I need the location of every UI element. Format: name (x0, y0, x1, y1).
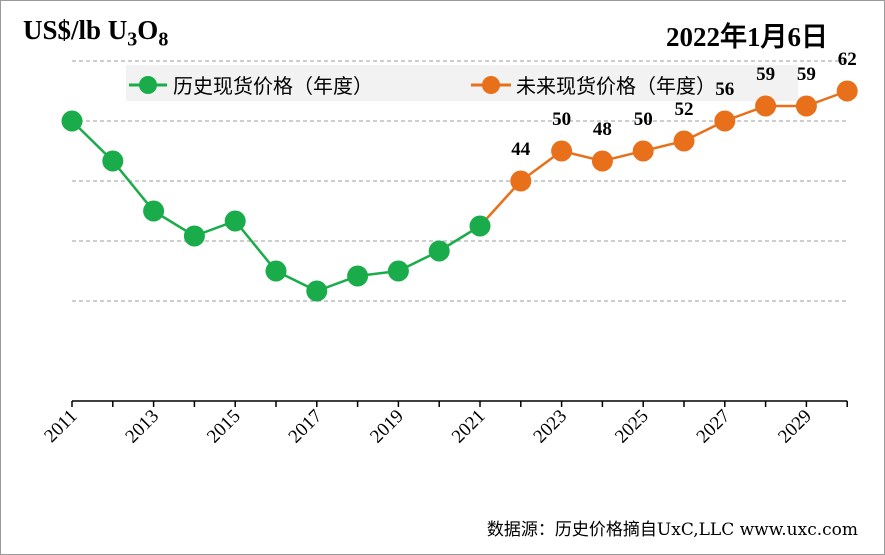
data-labels: 44 50 48 50 52 56 59 59 62 (511, 49, 856, 160)
source-note: 数据源：历史价格摘自UxC,LLC www.uxc.com (486, 520, 858, 540)
unit-label-o: O (137, 15, 159, 45)
x-tick-label-2013: 2013 (121, 406, 163, 448)
unit-subscript-3: 3 (127, 28, 138, 51)
historical-point-2018 (347, 265, 369, 287)
data-label-2030: 62 (838, 49, 857, 70)
forecast-point-2023 (551, 140, 573, 162)
forecast-point-2024 (591, 150, 613, 172)
legend-marker-historical (139, 76, 157, 94)
x-tick-label-2027: 2027 (693, 406, 735, 448)
historical-point-2014 (183, 225, 205, 247)
legend-background (126, 65, 798, 101)
forecast-point-2029 (795, 95, 817, 117)
forecast-point-2022 (510, 170, 532, 192)
forecast-point-2028 (755, 95, 777, 117)
date-label: 2022年1月6日 (666, 22, 828, 52)
legend-label-historical: 历史现货价格（年度） (173, 75, 373, 98)
series-line-forecast (479, 89, 848, 227)
data-label-2028: 59 (756, 64, 775, 85)
gridlines (72, 60, 849, 302)
legend: 历史现货价格（年度） 未来现货价格（年度） (126, 65, 798, 101)
historical-point-2011 (61, 110, 83, 132)
historical-point-2016 (265, 260, 287, 282)
historical-point-2015 (224, 210, 246, 232)
data-label-2029: 59 (797, 64, 816, 85)
x-tick-label-2017: 2017 (285, 406, 327, 448)
legend-marker-forecast (482, 76, 500, 94)
legend-label-forecast: 未来现货价格（年度） (516, 75, 716, 98)
data-label-2026: 52 (675, 99, 694, 120)
data-label-2022: 44 (511, 139, 531, 160)
historical-point-2020 (428, 240, 450, 262)
historical-point-2019 (387, 260, 409, 282)
data-label-2025: 50 (634, 109, 653, 130)
forecast-point-2026 (673, 130, 695, 152)
x-axis: 2011 2013 2015 2017 2019 2021 2023 2025 2027 2029 (40, 400, 848, 448)
data-label-2027: 56 (715, 79, 734, 100)
x-tick-label-2011: 2011 (40, 406, 81, 447)
x-tick-label-2023: 2023 (529, 406, 571, 448)
data-label-2024: 48 (593, 119, 612, 140)
forecast-point-2025 (632, 140, 654, 162)
historical-point-2012 (102, 150, 124, 172)
x-tick-label-2019: 2019 (366, 406, 408, 448)
data-label-2023: 50 (552, 109, 571, 130)
x-tick-label-2025: 2025 (611, 406, 653, 448)
x-tick-label-2015: 2015 (203, 406, 245, 448)
series (61, 80, 858, 302)
x-tick-label-2029: 2029 (774, 406, 816, 448)
unit-label: US$/lb U3O8 (23, 15, 168, 51)
x-tick-label-2021: 2021 (448, 406, 490, 448)
historical-point-2013 (143, 200, 165, 222)
forecast-point-2030 (836, 80, 858, 102)
historical-point-2021 (469, 215, 491, 237)
forecast-point-2027 (714, 110, 736, 132)
unit-label-text: US$/lb U (23, 15, 128, 45)
unit-subscript-8: 8 (158, 28, 169, 51)
historical-point-2017 (306, 280, 328, 302)
